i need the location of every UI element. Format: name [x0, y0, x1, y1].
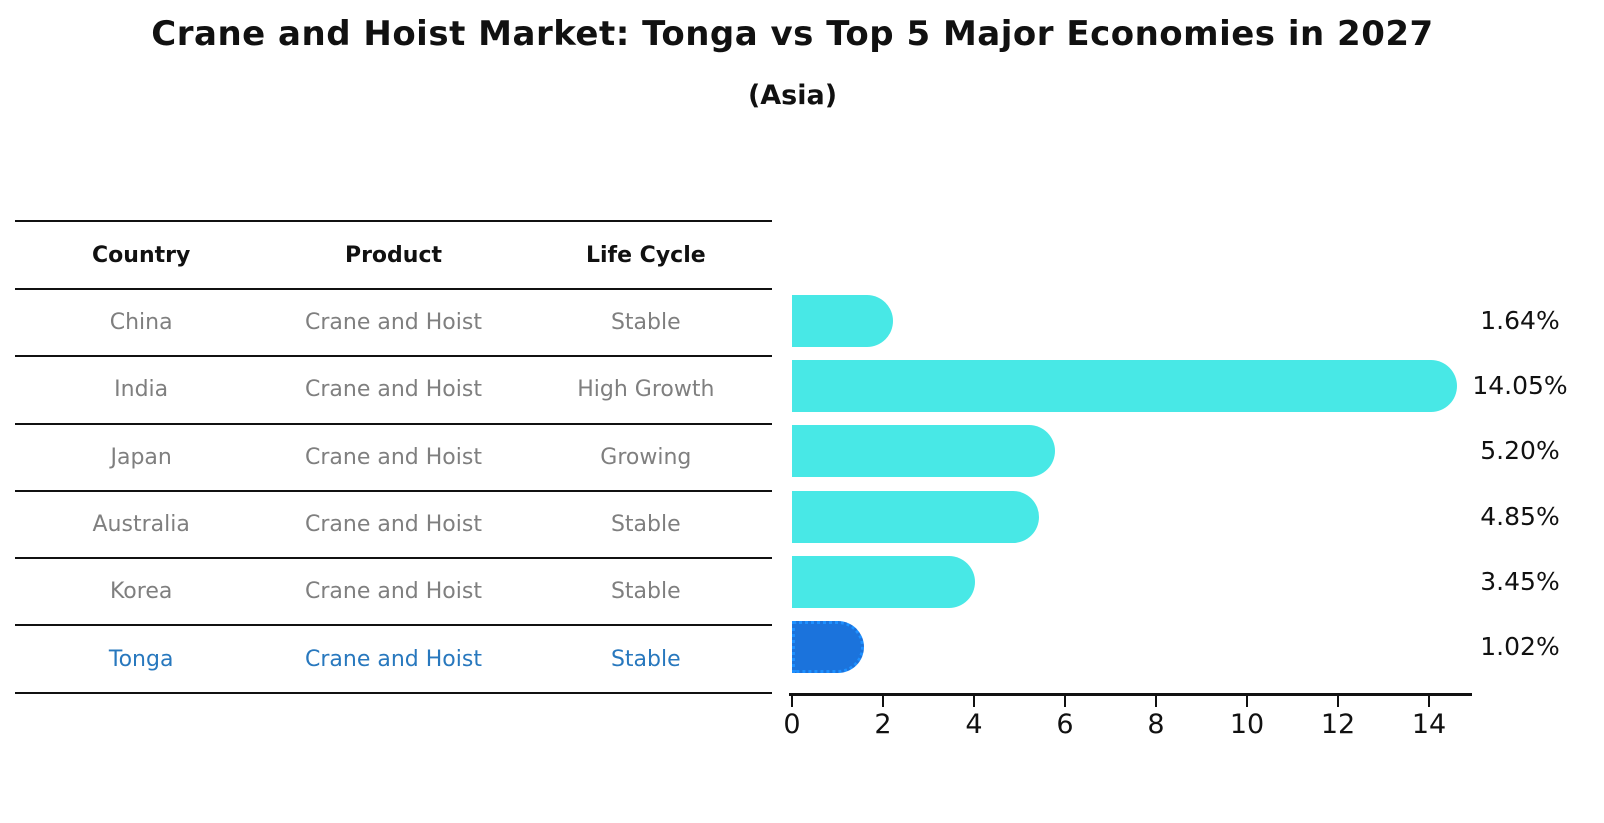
cell-product: Crane and Hoist: [305, 310, 482, 336]
cell-country: India: [114, 377, 169, 403]
cell-product: Crane and Hoist: [305, 579, 482, 605]
page-title: Crane and Hoist Market: Tonga vs Top 5 M…: [151, 14, 1434, 54]
cell-country: Tonga: [108, 646, 174, 672]
x-axis-tick-label: 14: [1411, 709, 1447, 740]
x-axis-tick: [791, 696, 793, 707]
bar-india: [792, 359, 1458, 412]
table-row: Korea Crane and Hoist Stable: [15, 559, 772, 627]
bar-value-label: 1.02%: [1480, 632, 1560, 662]
x-axis-tick-label: 4: [965, 709, 983, 740]
column-header-product: Product: [344, 242, 443, 268]
cell-country: China: [109, 310, 173, 336]
x-axis-tick-label: 2: [874, 709, 892, 740]
cell-life-cycle: Stable: [610, 646, 681, 672]
bar-japan: [792, 425, 1055, 478]
bar-value-label: 4.85%: [1480, 501, 1560, 531]
page-subtitle: (Asia): [747, 80, 838, 111]
x-axis-tick-label: 10: [1229, 709, 1265, 740]
cell-life-cycle: Stable: [610, 310, 681, 336]
table-row: Tonga Crane and Hoist Stable: [15, 626, 772, 694]
bar-tonga: [792, 621, 865, 674]
table-row: Australia Crane and Hoist Stable: [15, 492, 772, 560]
cell-product: Crane and Hoist: [305, 444, 482, 470]
table-row: Japan Crane and Hoist Growing: [15, 425, 772, 492]
bar-value-label: 5.20%: [1480, 436, 1560, 466]
cell-life-cycle: High Growth: [577, 377, 715, 403]
column-header-life-cycle: Life Cycle: [585, 242, 706, 268]
bar-australia: [792, 490, 1039, 543]
column-header-country: Country: [92, 242, 191, 268]
bar-value-label: 14.05%: [1472, 370, 1568, 400]
cell-country: Korea: [109, 579, 173, 605]
x-axis-tick: [1064, 696, 1066, 707]
x-axis-tick: [1428, 696, 1430, 707]
x-axis-tick: [1246, 696, 1248, 707]
x-axis-tick: [973, 696, 975, 707]
table-row: China Crane and Hoist Stable: [15, 290, 772, 358]
table-header-row: Country Product Life Cycle: [15, 222, 772, 290]
x-axis-line: [789, 693, 1472, 696]
cell-life-cycle: Stable: [610, 579, 681, 605]
x-axis-tick-label: 0: [783, 709, 801, 740]
bar-korea: [792, 555, 975, 608]
cell-product: Crane and Hoist: [305, 512, 482, 538]
x-axis-tick: [1337, 696, 1339, 707]
bar-china: [792, 294, 893, 347]
comparison-table: Country Product Life Cycle China Crane a…: [15, 220, 772, 694]
table-row: India Crane and Hoist High Growth: [15, 357, 772, 425]
cell-country: Japan: [110, 444, 172, 470]
x-axis-tick: [1155, 696, 1157, 707]
cell-life-cycle: Growing: [600, 444, 692, 470]
x-axis-tick-label: 6: [1056, 709, 1074, 740]
bar-value-label: 3.45%: [1480, 566, 1560, 596]
cell-life-cycle: Stable: [610, 512, 681, 538]
bar-value-label: 1.64%: [1480, 305, 1560, 335]
table-rows: China Crane and Hoist Stable India Crane…: [15, 290, 772, 694]
x-axis-tick: [882, 696, 884, 707]
cell-country: Australia: [92, 512, 190, 538]
cell-product: Crane and Hoist: [305, 377, 482, 403]
x-axis-tick-label: 8: [1147, 709, 1165, 740]
x-axis-tick-label: 12: [1320, 709, 1356, 740]
cell-product: Crane and Hoist: [305, 646, 482, 672]
